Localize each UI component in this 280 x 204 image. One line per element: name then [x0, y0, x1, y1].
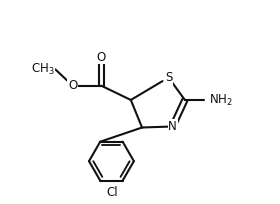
Text: O: O: [97, 51, 106, 64]
Text: NH$_2$: NH$_2$: [209, 92, 233, 108]
Text: O: O: [68, 79, 77, 92]
Text: S: S: [165, 71, 172, 84]
Text: N: N: [168, 120, 177, 133]
Text: CH$_3$: CH$_3$: [31, 62, 54, 77]
Text: Cl: Cl: [106, 186, 118, 199]
